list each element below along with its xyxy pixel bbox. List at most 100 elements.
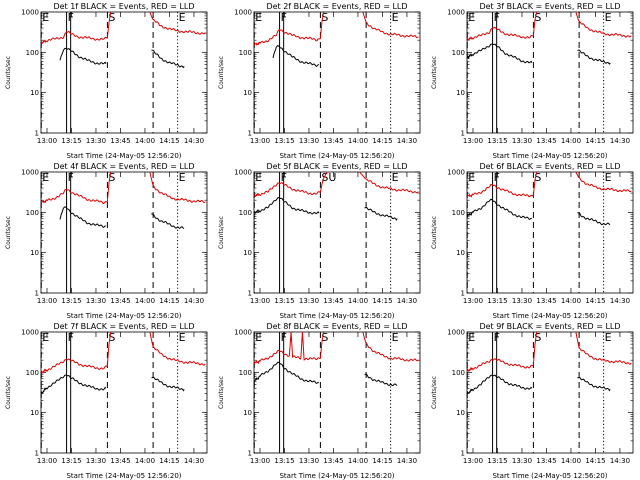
y-tick-label: 100	[239, 49, 252, 57]
x-tick-label: 13:15	[487, 457, 507, 465]
chart-title: Det 3f BLACK = Events, RED = LLD	[479, 2, 620, 11]
x-tick-label: 13:00	[250, 297, 270, 305]
x-tick-label: 13:15	[274, 457, 294, 465]
chart-title: Det 9f BLACK = Events, RED = LLD	[479, 322, 620, 331]
y-tick-label: 100	[452, 369, 465, 377]
series-line	[40, 331, 112, 374]
marker-label: E	[179, 11, 186, 24]
y-axis-label: Counts/sec	[218, 56, 225, 89]
series-line	[253, 361, 320, 384]
y-tick-label: 1	[461, 130, 465, 138]
y-tick-label: 1	[248, 130, 252, 138]
x-tick-label: 14:15	[159, 137, 179, 145]
chart-panel: Det 8f BLACK = Events, RED = LLD Counts/s…	[218, 322, 421, 480]
chart-panel: Det 2f BLACK = Events, RED = LLD Counts/s…	[218, 2, 421, 160]
y-axis-label: Counts/sec	[431, 56, 438, 89]
x-tick-label: 14:00	[561, 457, 581, 465]
marker-label: E	[179, 171, 186, 184]
y-tick-label: 100	[26, 49, 39, 57]
series-line	[253, 171, 328, 197]
x-tick-label: 13:15	[61, 137, 81, 145]
series-line	[466, 198, 532, 220]
x-tick-label: 13:30	[299, 297, 319, 305]
chart-title: Det 1f BLACK = Events, RED = LLD	[53, 2, 194, 11]
series-line	[466, 11, 538, 41]
x-axis-label: Start Time (24-May-05 12:56:20)	[279, 152, 394, 160]
x-tick-label: 14:15	[372, 457, 392, 465]
x-tick-label: 13:15	[274, 297, 294, 305]
y-tick-label: 100	[239, 369, 252, 377]
x-tick-label: 13:30	[512, 137, 532, 145]
x-tick-label: 13:30	[86, 137, 106, 145]
series-line	[362, 11, 419, 39]
y-tick-label: 100	[452, 209, 465, 217]
marker-label: S	[321, 11, 328, 24]
x-tick-label: 14:00	[561, 137, 581, 145]
chart-panel: Det 6f BLACK = Events, RED = LLD Counts/s…	[431, 162, 634, 320]
x-tick-label: 13:45	[110, 297, 130, 305]
y-axis-label: Counts/sec	[431, 376, 438, 409]
series-line	[359, 171, 419, 194]
x-tick-label: 14:00	[348, 137, 368, 145]
y-tick-label: 1000	[447, 329, 465, 337]
y-tick-label: 1000	[234, 169, 252, 177]
y-tick-label: 1000	[21, 329, 39, 337]
marker-label: E	[605, 171, 612, 184]
y-tick-label: 1	[35, 290, 39, 298]
x-tick-label: 13:45	[110, 457, 130, 465]
x-axis-label: Start Time (24-May-05 12:56:20)	[66, 472, 181, 480]
series-line	[151, 49, 185, 69]
x-tick-label: 13:15	[487, 297, 507, 305]
y-axis-label: Counts/sec	[218, 376, 225, 409]
marker-label: S	[108, 171, 115, 184]
y-tick-label: 100	[26, 369, 39, 377]
plot-frame	[40, 171, 208, 294]
marker-label: E	[255, 171, 262, 184]
x-tick-label: 13:45	[536, 137, 556, 145]
marker-label: E	[605, 331, 612, 344]
marker-label: E	[392, 171, 399, 184]
x-tick-label: 14:30	[610, 297, 630, 305]
y-tick-label: 1	[461, 450, 465, 458]
x-tick-label: 14:15	[585, 457, 605, 465]
x-tick-label: 13:00	[37, 137, 57, 145]
x-axis-label: Start Time (24-May-05 12:56:20)	[492, 152, 607, 160]
series-line	[466, 374, 533, 394]
chart-panel: Det 9f BLACK = Events, RED = LLD Counts/s…	[431, 322, 634, 480]
x-axis-label: Start Time (24-May-05 12:56:20)	[66, 312, 181, 320]
x-tick-label: 14:30	[397, 137, 417, 145]
series-line	[272, 45, 319, 67]
x-tick-label: 13:00	[250, 457, 270, 465]
marker-label: E	[42, 171, 49, 184]
x-tick-label: 13:15	[274, 137, 294, 145]
x-tick-label: 14:00	[561, 297, 581, 305]
y-tick-label: 1000	[21, 9, 39, 17]
marker-label: E	[42, 331, 49, 344]
x-tick-label: 14:00	[135, 297, 155, 305]
x-tick-label: 13:00	[37, 457, 57, 465]
chart-panel: Det 4f BLACK = Events, RED = LLD Counts/s…	[5, 162, 208, 320]
y-tick-label: 1000	[447, 169, 465, 177]
x-tick-label: 13:30	[512, 297, 532, 305]
series-line	[577, 49, 611, 65]
chart-panel: Det 3f BLACK = Events, RED = LLD Counts/s…	[431, 2, 634, 160]
marker-label: E	[392, 331, 399, 344]
x-tick-label: 13:45	[323, 137, 343, 145]
series-line	[362, 331, 419, 362]
series-line	[577, 212, 611, 226]
chart-title: Det 6f BLACK = Events, RED = LLD	[479, 162, 620, 171]
x-tick-label: 13:45	[323, 457, 343, 465]
x-tick-label: 13:00	[463, 297, 483, 305]
x-tick-label: 14:15	[372, 137, 392, 145]
marker-label: E	[468, 171, 475, 184]
x-tick-label: 14:00	[348, 297, 368, 305]
y-tick-label: 10	[30, 89, 39, 97]
marker-label: E	[179, 331, 186, 344]
y-tick-label: 100	[26, 209, 39, 217]
marker-label: E	[255, 11, 262, 24]
chart-title: Det 2f BLACK = Events, RED = LLD	[266, 2, 407, 11]
series-line	[151, 376, 185, 392]
series-line	[575, 331, 632, 365]
x-tick-label: 14:00	[135, 457, 155, 465]
